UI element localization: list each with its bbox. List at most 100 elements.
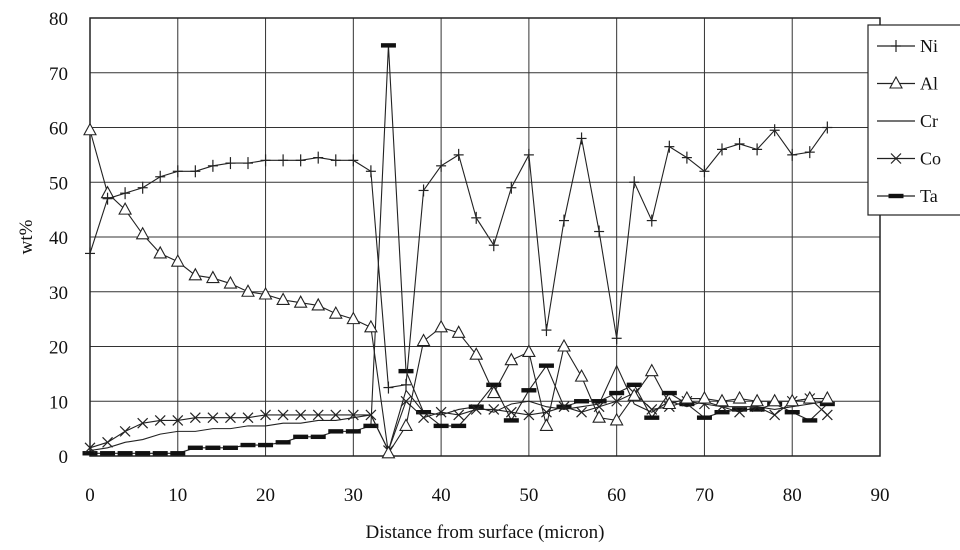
data-point-ta (240, 442, 256, 448)
data-point-al (311, 297, 326, 311)
x-axis-ticks: 0 10 20 30 40 50 60 70 80 90 (85, 485, 889, 506)
data-point-ta (135, 451, 151, 456)
data-point-ta (609, 390, 625, 396)
y-tick-label: 20 (49, 338, 68, 359)
data-point-co (347, 409, 359, 421)
legend-item-ni: Ni (877, 36, 938, 56)
x-tick-label: 70 (695, 485, 714, 506)
data-point-co (172, 414, 184, 426)
data-point-ta (451, 423, 467, 429)
data-point-al (188, 267, 203, 281)
data-point-ta (363, 423, 379, 429)
data-point-ta (538, 363, 554, 368)
data-point-al (539, 418, 554, 431)
plot-area-frame (89, 17, 881, 457)
data-point-al (434, 319, 449, 333)
data-point-al (504, 352, 519, 366)
data-point-ta (521, 388, 537, 393)
data-point-al (276, 292, 291, 306)
data-point-ta (784, 410, 800, 415)
y-tick-label: 50 (49, 173, 68, 194)
data-point-ta (100, 451, 116, 456)
x-tick-label: 90 (871, 485, 890, 506)
data-point-al (557, 338, 571, 352)
data-point-al (662, 396, 677, 410)
data-point-co (821, 409, 833, 421)
data-point-ta (293, 434, 309, 440)
series-layer (82, 43, 835, 459)
y-tick-label: 80 (49, 9, 68, 30)
data-point-co (453, 409, 465, 421)
y-tick-label: 0 (59, 447, 69, 468)
data-point-ta (258, 442, 274, 448)
x-axis-title: Distance from surface (micron) (366, 522, 605, 543)
data-point-ta (398, 368, 414, 374)
data-point-al (346, 311, 361, 325)
data-point-al (83, 122, 97, 136)
data-point-al (785, 393, 800, 407)
x-tick-label: 10 (168, 485, 187, 506)
data-point-ta (222, 445, 238, 450)
data-point-ta (433, 423, 449, 429)
data-point-al (381, 445, 396, 459)
x-tick-label: 30 (344, 485, 363, 506)
legend-marker-al (889, 75, 903, 89)
data-point-co (225, 412, 236, 424)
x-tick-label: 0 (85, 485, 95, 506)
data-point-al (592, 410, 607, 423)
data-point-al (416, 333, 431, 347)
data-point-ta (416, 410, 432, 415)
legend-label-al: Al (920, 74, 938, 94)
data-point-al (802, 390, 817, 404)
data-point-co (418, 412, 429, 424)
data-point-al (820, 390, 835, 404)
data-point-co (242, 412, 254, 424)
data-point-al (363, 319, 378, 333)
y-tick-label: 30 (49, 283, 68, 304)
legend-box (867, 24, 960, 216)
legend: Ni Al Cr Co Ta (867, 24, 960, 216)
data-point-co (576, 406, 587, 418)
data-point-al (241, 284, 255, 297)
x-tick-label: 80 (783, 485, 802, 506)
data-point-al (469, 347, 484, 360)
data-point-ta (802, 418, 818, 423)
grid-lines (90, 18, 880, 456)
legend-item-ta: Ta (877, 186, 938, 206)
legend-item-co: Co (877, 149, 941, 169)
data-point-co (435, 406, 447, 418)
series-al (83, 122, 835, 459)
data-point-al (223, 275, 238, 289)
legend-item-al: Al (877, 74, 938, 94)
legend-label-cr: Cr (920, 111, 938, 131)
data-point-ta (696, 415, 712, 420)
x-tick-label: 50 (519, 485, 538, 506)
data-point-ta (679, 401, 695, 407)
data-point-co (312, 409, 324, 421)
data-point-co (154, 414, 166, 426)
data-point-ta (626, 382, 642, 388)
data-point-co (400, 395, 412, 407)
data-point-al (627, 388, 642, 401)
data-point-co (558, 401, 570, 413)
data-point-co (277, 409, 289, 421)
data-point-ta (380, 43, 396, 48)
data-point-ta (661, 390, 677, 396)
data-point-al (609, 412, 624, 426)
data-point-ta (170, 451, 186, 456)
data-point-co (102, 436, 113, 448)
x-tick-label: 20 (256, 485, 275, 506)
legend-item-cr: Cr (877, 111, 938, 131)
data-point-co (84, 442, 96, 454)
data-point-al (750, 393, 765, 407)
data-point-al (644, 363, 659, 377)
data-point-co (207, 412, 219, 424)
x-tick-label: 60 (607, 485, 626, 506)
legend-label-ta: Ta (920, 186, 938, 206)
data-point-al (135, 226, 150, 240)
data-point-ta (591, 399, 607, 404)
data-point-ta (275, 440, 291, 445)
data-point-al (521, 344, 536, 358)
data-point-ta (732, 407, 748, 412)
